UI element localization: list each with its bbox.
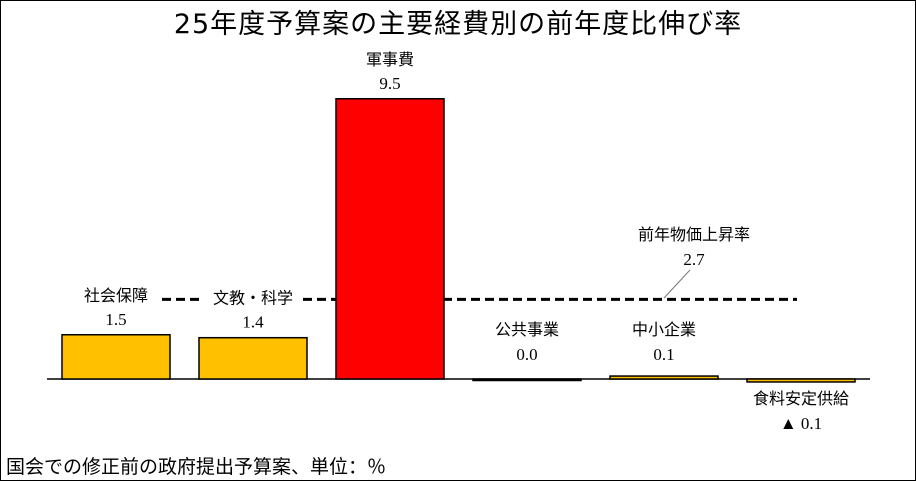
bar-6 xyxy=(746,378,856,383)
data-label: ▲ 0.1 xyxy=(780,414,822,433)
bar-5 xyxy=(609,375,719,380)
chart-title: 25年度予算案の主要経費別の前年度比伸び率 xyxy=(173,9,743,40)
footnote: 国会での修正前の政府提出予算案、単位：％ xyxy=(6,456,387,478)
bar-3 xyxy=(335,98,445,380)
data-label: 9.5 xyxy=(379,74,400,93)
category-label: 軍事費 xyxy=(366,50,414,69)
category-label: 文教・科学 xyxy=(213,289,293,308)
category-label: 中小企業 xyxy=(632,320,696,339)
reference-line-value: 2.7 xyxy=(683,250,705,269)
category-label: 食料安定供給 xyxy=(753,389,849,408)
data-label: 1.5 xyxy=(105,310,126,329)
bar-4 xyxy=(472,378,582,382)
data-label: 0.1 xyxy=(653,345,674,364)
category-label: 公共事業 xyxy=(495,320,559,339)
data-label: 0.0 xyxy=(516,345,537,364)
reference-leader-line xyxy=(663,269,691,299)
category-label: 社会保障 xyxy=(84,286,148,305)
bar-1 xyxy=(61,334,171,380)
reference-line-label: 前年物価上昇率 xyxy=(638,225,750,244)
bar-2 xyxy=(198,336,308,380)
data-label: 1.4 xyxy=(242,313,264,332)
